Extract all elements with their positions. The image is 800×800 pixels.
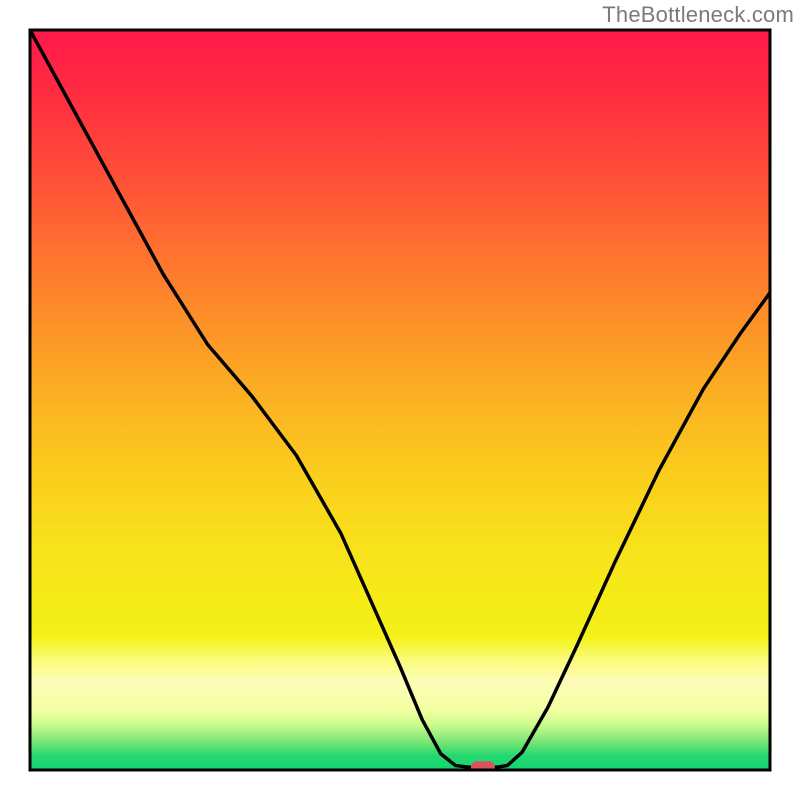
bottleneck-chart [0,0,800,800]
chart-stage: TheBottleneck.com [0,0,800,800]
watermark-text: TheBottleneck.com [602,2,794,28]
gradient-background [30,30,770,770]
optimal-marker [471,761,495,774]
